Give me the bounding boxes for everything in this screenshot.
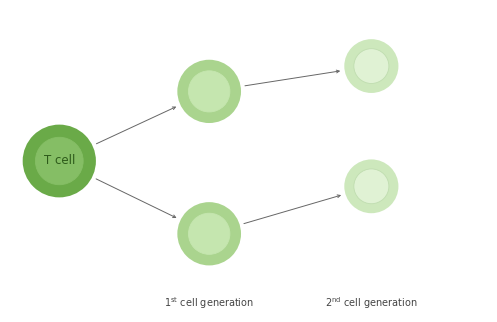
Circle shape: [177, 60, 241, 123]
Circle shape: [177, 202, 241, 265]
Circle shape: [188, 213, 230, 254]
Circle shape: [35, 137, 83, 185]
Text: T cell: T cell: [44, 155, 75, 167]
Circle shape: [188, 71, 230, 112]
Circle shape: [344, 159, 399, 213]
Circle shape: [23, 125, 96, 197]
Circle shape: [344, 39, 399, 93]
Circle shape: [354, 49, 389, 83]
Circle shape: [354, 169, 389, 204]
Text: 1$^{\rm st}$ cell generation: 1$^{\rm st}$ cell generation: [164, 296, 254, 311]
Text: 2$^{\rm nd}$ cell generation: 2$^{\rm nd}$ cell generation: [325, 296, 417, 311]
